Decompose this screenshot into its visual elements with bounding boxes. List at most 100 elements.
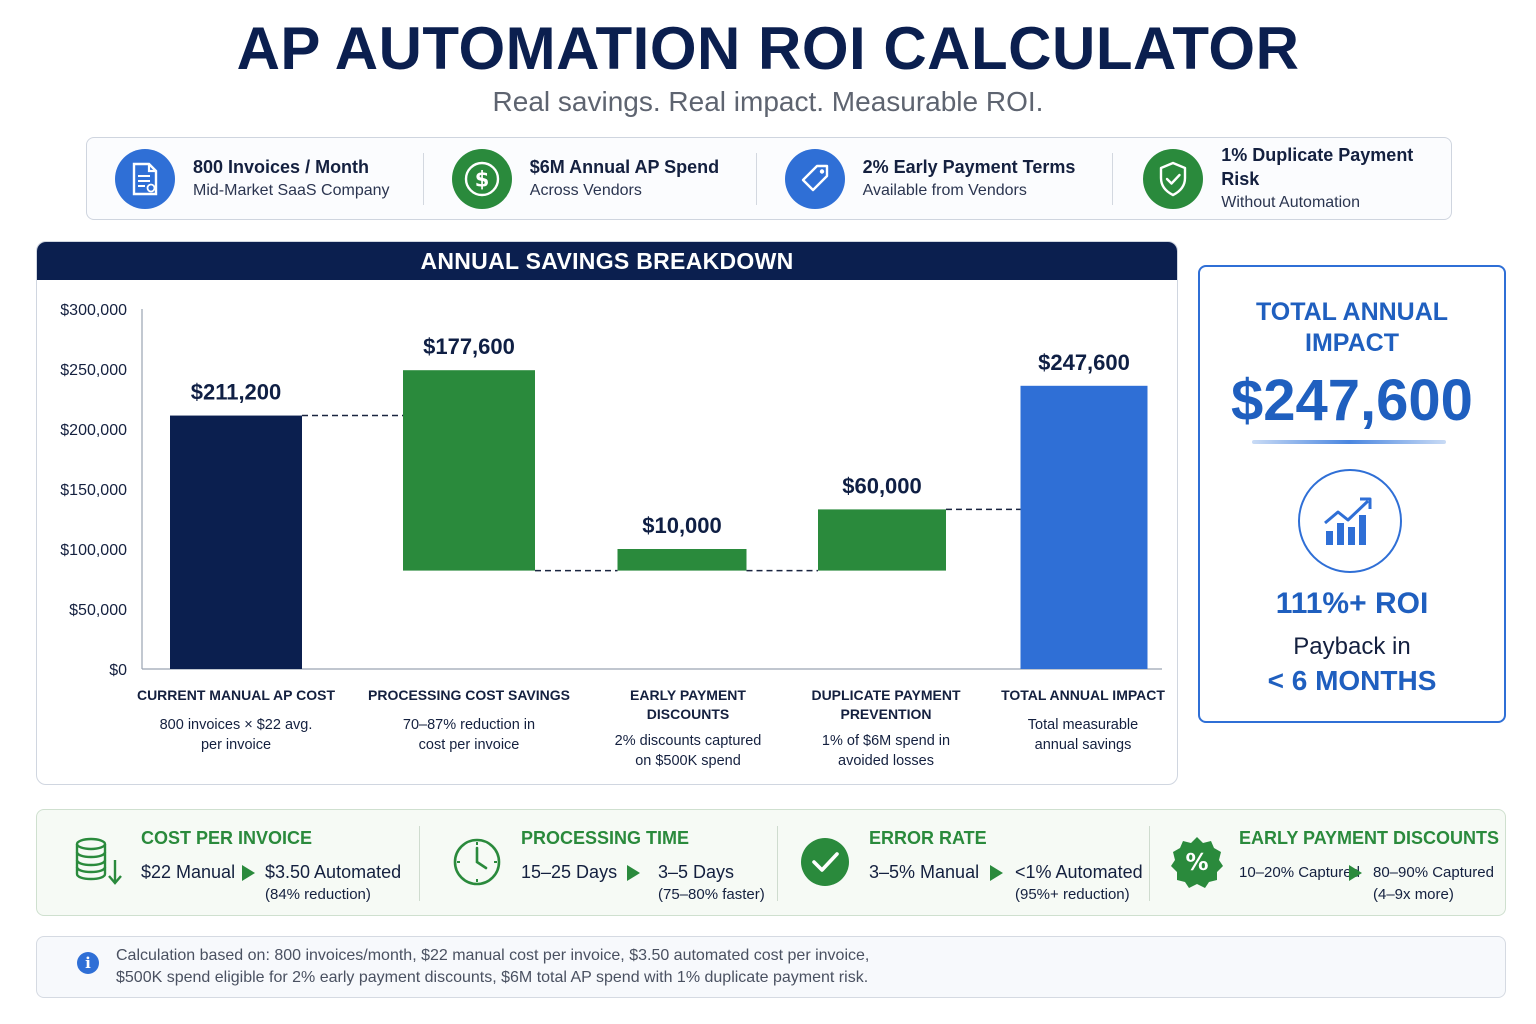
y-tick-label: $200,000 xyxy=(60,422,127,439)
x-category-description: avoided losses xyxy=(838,753,934,769)
y-tick-label: $50,000 xyxy=(69,602,127,619)
check-circle-icon xyxy=(799,836,851,893)
metric-title: COST PER INVOICE xyxy=(141,828,313,848)
assumption-duplicate-risk: 1% Duplicate Payment Risk Without Automa… xyxy=(1143,138,1451,219)
svg-text:%: % xyxy=(1185,850,1208,876)
invoice-document-icon xyxy=(115,148,175,209)
metric-early-payment-discounts: % EARLY PAYMENT DISCOUNTS 10–20% Capture… xyxy=(1151,810,1505,915)
page-title: AP AUTOMATION ROI CALCULATOR xyxy=(236,15,1300,82)
x-category-description: annual savings xyxy=(1035,737,1132,753)
metric-after: <1% Automated xyxy=(1015,862,1143,882)
bar xyxy=(1020,385,1148,669)
arrow-right-icon xyxy=(242,865,255,881)
price-tag-icon xyxy=(784,148,845,209)
metric-title: PROCESSING TIME xyxy=(521,828,690,848)
metric-before: $22 Manual xyxy=(141,862,236,882)
coin-stack-down-icon xyxy=(73,836,125,893)
assumption-title: 800 Invoices / Month xyxy=(193,156,370,177)
y-tick-label: $250,000 xyxy=(60,362,127,379)
x-category-label: DISCOUNTS xyxy=(647,706,729,722)
metric-processing-time: PROCESSING TIME 15–25 Days 3–5 Days (75–… xyxy=(421,810,777,915)
metrics-strip: COST PER INVOICE $22 Manual $3.50 Automa… xyxy=(36,809,1506,916)
assumption-subtitle: Available from Vendors xyxy=(862,181,1027,199)
savings-chart-panel: ANNUAL SAVINGS BREAKDOWN $0 $50,000 $100,0… xyxy=(36,241,1178,785)
assumption-title: $6M Annual AP Spend xyxy=(529,156,720,177)
metric-cost-per-invoice: COST PER INVOICE $22 Manual $3.50 Automa… xyxy=(37,810,417,915)
metric-note: (95%+ reduction) xyxy=(1015,886,1130,903)
assumption-invoices: 800 Invoices / Month Mid-Market SaaS Com… xyxy=(115,138,423,219)
assumption-spend: $ $6M Annual AP Spend Across Vendors xyxy=(451,138,756,219)
assumption-title: 2% Early Payment Terms xyxy=(862,156,1076,177)
y-tick-label: $300,000 xyxy=(60,302,127,319)
impact-label-line: IMPACT xyxy=(1305,329,1399,357)
chart-title: ANNUAL SAVINGS BREAKDOWN xyxy=(37,242,1177,280)
payback-period: < 6 MONTHS xyxy=(1267,665,1437,696)
impact-label: TOTAL ANNUAL IMPACT xyxy=(1200,297,1504,359)
bar xyxy=(403,370,535,571)
metric-error-rate: ERROR RATE 3–5% Manual <1% Automated (95… xyxy=(779,810,1149,915)
x-category-description: per invoice xyxy=(201,737,271,753)
metric-title: ERROR RATE xyxy=(869,828,987,848)
bar xyxy=(617,549,747,571)
growth-chart-icon xyxy=(1298,469,1402,573)
metric-after: $3.50 Automated xyxy=(265,862,402,882)
metric-after: 3–5 Days xyxy=(658,862,735,882)
note-line: $500K spend eligible for 2% early paymen… xyxy=(116,969,869,986)
divider xyxy=(777,826,778,901)
assumption-subtitle: Across Vendors xyxy=(529,181,642,199)
divider xyxy=(1149,826,1150,901)
x-category-description: on $500K spend xyxy=(635,753,741,769)
x-category-label: DUPLICATE PAYMENT xyxy=(811,687,961,703)
y-tick-label: $0 xyxy=(109,662,127,679)
assumption-subtitle: Without Automation xyxy=(1221,193,1360,211)
x-category-description: 2% discounts captured xyxy=(615,733,762,749)
metric-before: 3–5% Manual xyxy=(869,862,980,882)
y-tick-label: $100,000 xyxy=(60,542,127,559)
metric-before: 10–20% Captured xyxy=(1239,864,1360,881)
bar-value-label: $247,600 xyxy=(1038,350,1130,375)
metric-note: (75–80% faster) xyxy=(658,886,765,903)
assumption-title: 1% Duplicate Payment Risk xyxy=(1221,144,1414,189)
bar xyxy=(818,509,946,571)
total-impact-card: TOTAL ANNUAL IMPACT $247,600 111%+ ROI P… xyxy=(1198,265,1506,723)
x-category-label: EARLY PAYMENT xyxy=(630,687,746,703)
x-category-description: cost per invoice xyxy=(419,737,520,753)
impact-underline xyxy=(1252,440,1446,444)
x-category-description: 70–87% reduction in xyxy=(403,717,535,733)
assumption-terms: 2% Early Payment Terms Available from Ve… xyxy=(784,138,1113,219)
metric-after: 80–90% Captured xyxy=(1373,864,1494,881)
clock-icon xyxy=(451,836,503,893)
bar-value-label: $60,000 xyxy=(842,473,922,498)
calculation-note: i Calculation based on: 800 invoices/mon… xyxy=(36,936,1506,998)
assumptions-strip: 800 Invoices / Month Mid-Market SaaS Com… xyxy=(86,137,1452,220)
metric-before: 15–25 Days xyxy=(521,862,618,882)
x-category-label: TOTAL ANNUAL IMPACT xyxy=(1001,687,1165,703)
impact-value: $247,600 xyxy=(1231,368,1473,433)
shield-check-icon xyxy=(1143,148,1204,209)
impact-label-line: TOTAL ANNUAL xyxy=(1255,298,1449,326)
bar xyxy=(170,415,302,669)
arrow-right-icon xyxy=(627,865,640,881)
bar-value-label: $10,000 xyxy=(642,513,722,538)
payback-label: Payback in xyxy=(1293,633,1411,660)
metric-note: (4–9x more) xyxy=(1373,886,1454,903)
x-category-label: PREVENTION xyxy=(840,706,931,722)
arrow-right-icon xyxy=(990,865,1003,881)
divider xyxy=(422,152,424,205)
divider xyxy=(419,826,420,901)
x-category-description: 1% of $6M spend in xyxy=(822,733,950,749)
page-subtitle: Real savings. Real impact. Measurable RO… xyxy=(492,86,1044,117)
arrow-right-icon xyxy=(1349,865,1362,881)
x-category-label: CURRENT MANUAL AP COST xyxy=(137,687,336,703)
metric-title: EARLY PAYMENT DISCOUNTS xyxy=(1239,828,1500,848)
dollar-icon: $ xyxy=(451,148,512,209)
savings-waterfall-chart: $0 $50,000 $100,000 $150,000 $200,000 $250,00… xyxy=(60,302,1165,769)
metric-note: (84% reduction) xyxy=(265,886,371,903)
percent-badge-icon: % xyxy=(1171,836,1223,893)
svg-text:$: $ xyxy=(474,167,489,191)
x-category-description: 800 invoices × $22 avg. xyxy=(160,717,313,733)
x-category-label: PROCESSING COST SAVINGS xyxy=(368,687,570,703)
divider xyxy=(1112,152,1114,205)
bar-value-label: $177,600 xyxy=(423,334,515,359)
assumption-subtitle: Mid-Market SaaS Company xyxy=(193,181,390,199)
